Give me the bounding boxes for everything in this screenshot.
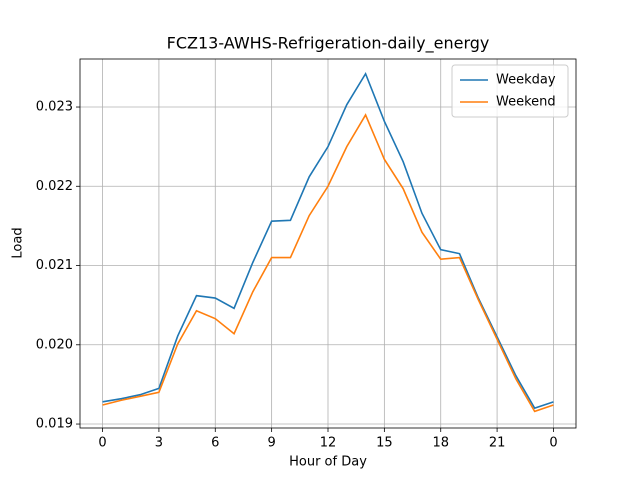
legend-label: Weekday bbox=[496, 73, 556, 88]
line-series bbox=[102, 113, 554, 413]
legend-label: Weekend bbox=[496, 95, 556, 110]
x-tick-label: 0 bbox=[98, 436, 106, 451]
x-tick-label: 15 bbox=[376, 436, 393, 451]
x-axis-label: Hour of Day bbox=[289, 455, 367, 470]
legend: Weekday Weekend bbox=[451, 64, 569, 118]
x-tick-label: 0 bbox=[549, 436, 557, 451]
chart-title: FCZ13-AWHS-Refrigeration-daily_energy bbox=[167, 34, 490, 54]
x-tick-label: 9 bbox=[267, 436, 275, 451]
x-tick-label: 12 bbox=[320, 436, 337, 451]
x-tick-label: 3 bbox=[155, 436, 163, 451]
x-tick-label: 21 bbox=[489, 436, 506, 451]
y-tick-label: 0.021 bbox=[36, 258, 73, 273]
y-tick-label: 0.023 bbox=[36, 100, 73, 115]
x-tick-label: 18 bbox=[432, 436, 449, 451]
plot-frame bbox=[79, 58, 577, 429]
legend-box bbox=[451, 64, 569, 118]
y-tick-label: 0.022 bbox=[36, 179, 73, 194]
x-tick-label: 6 bbox=[211, 436, 219, 451]
y-axis-label: Load bbox=[11, 227, 26, 258]
y-tick-label: 0.020 bbox=[36, 337, 73, 352]
y-tick-label: 0.019 bbox=[36, 417, 73, 432]
